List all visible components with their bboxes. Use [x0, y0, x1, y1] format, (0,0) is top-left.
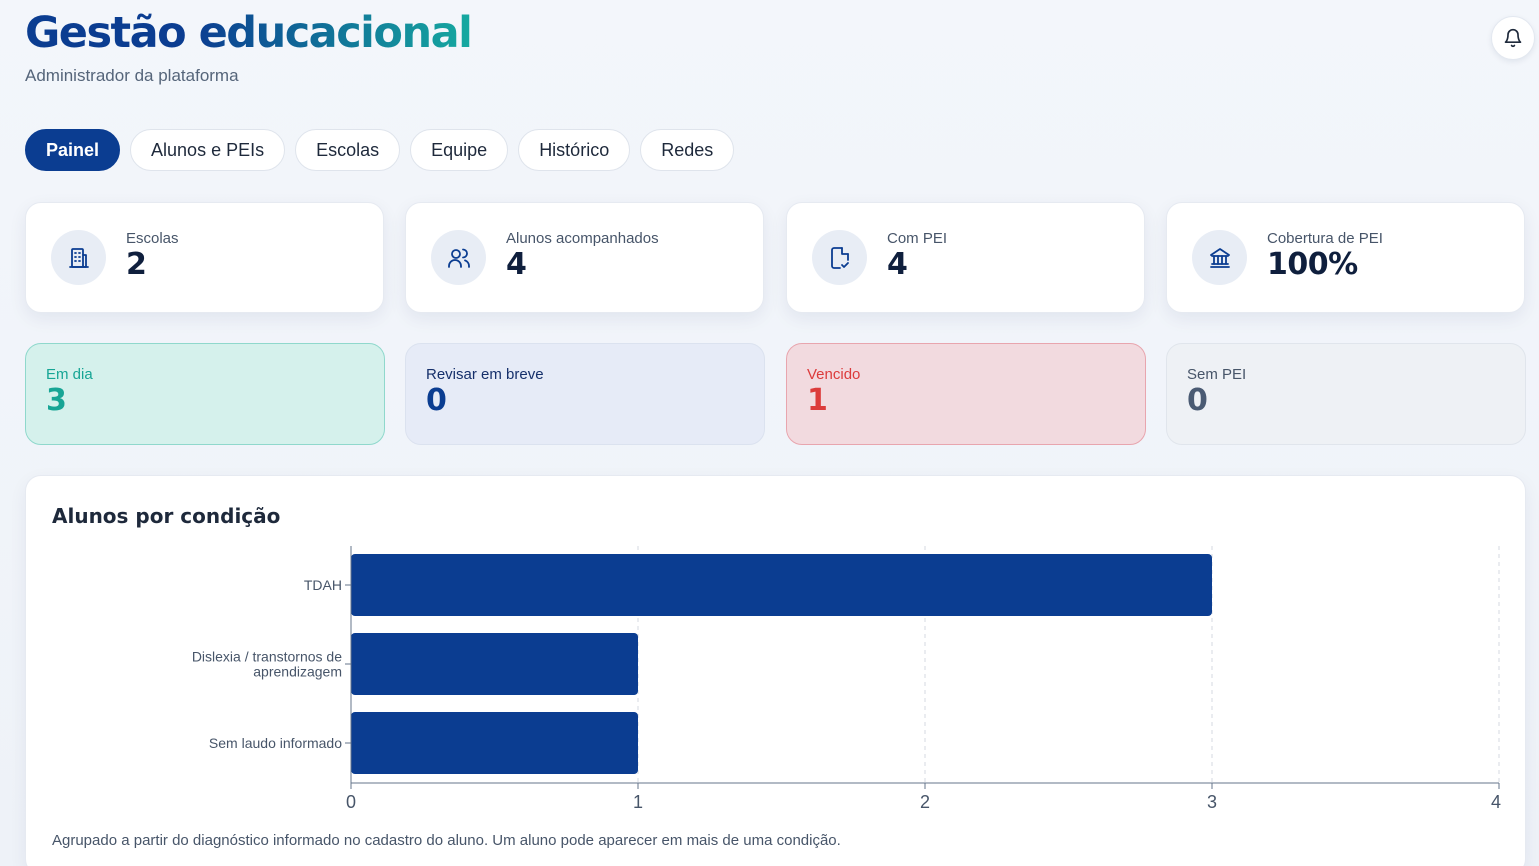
bar: [351, 633, 638, 695]
status-card-em-dia[interactable]: Em dia 3: [25, 343, 385, 445]
stat-value: 4: [887, 247, 908, 282]
tab-bar: Painel Alunos e PEIs Escolas Equipe Hist…: [25, 129, 735, 171]
building-icon: [68, 247, 89, 268]
users-icon: [447, 248, 470, 268]
stat-card-alunos: Alunos acompanhados 4: [405, 202, 764, 313]
bar: [351, 554, 1212, 616]
y-tick-label: Dislexia / transtornos de aprendizagem: [192, 649, 342, 680]
stat-value: 100%: [1267, 247, 1358, 282]
header: Gestão educacional Administrador da plat…: [25, 6, 473, 86]
page-subtitle: Administrador da plataforma: [25, 66, 239, 85]
status-label: Em dia: [46, 366, 93, 383]
stat-label: Com PEI: [887, 230, 948, 247]
tab-historico[interactable]: Histórico: [518, 129, 631, 171]
bar-chart: TDAH Dislexia / transtornos de aprendizage…: [192, 546, 1501, 812]
status-value: 3: [46, 383, 67, 418]
status-card-vencido[interactable]: Vencido 1: [786, 343, 1146, 445]
status-value: 1: [807, 383, 828, 418]
stat-card-cobertura: Cobertura de PEI 100%: [1166, 202, 1525, 313]
status-label: Sem PEI: [1187, 366, 1247, 383]
x-tick-label: 0: [346, 792, 356, 812]
chart-title: Alunos por condição: [52, 504, 281, 528]
stat-label: Alunos acompanhados: [506, 230, 659, 247]
status-card-revisar[interactable]: Revisar em breve 0: [405, 343, 765, 445]
status-value: 0: [1187, 383, 1208, 418]
bell-icon: [1504, 28, 1522, 48]
stat-value: 2: [126, 247, 147, 282]
bar: [351, 712, 638, 774]
chart-footnote: Agrupado a partir do diagnóstico informa…: [52, 832, 841, 849]
tab-escolas[interactable]: Escolas: [295, 129, 401, 171]
page-title: Gestão educacional: [25, 8, 473, 58]
tab-equipe[interactable]: Equipe: [410, 129, 509, 171]
x-tick-label: 2: [920, 792, 930, 812]
status-card-sem-pei[interactable]: Sem PEI 0: [1166, 343, 1526, 445]
stat-value: 4: [506, 247, 527, 282]
document-check-icon: [830, 246, 849, 269]
y-tick-label: TDAH: [304, 577, 342, 593]
x-tick-label: 4: [1491, 792, 1501, 812]
tab-alunos-e-peis[interactable]: Alunos e PEIs: [130, 129, 286, 171]
stat-card-escolas: Escolas 2: [25, 202, 384, 313]
x-tick-label: 3: [1207, 792, 1217, 812]
bank-icon: [1209, 247, 1230, 268]
notifications-button[interactable]: [1491, 16, 1535, 60]
tab-painel[interactable]: Painel: [25, 129, 121, 171]
stat-label: Cobertura de PEI: [1267, 230, 1383, 247]
status-label: Vencido: [807, 366, 861, 383]
status-value: 0: [426, 383, 447, 418]
status-label: Revisar em breve: [426, 366, 544, 383]
tab-redes[interactable]: Redes: [640, 129, 735, 171]
chart-card: Alunos por condição TDAH Dislexia / trans…: [25, 475, 1526, 866]
x-tick-label: 1: [633, 792, 643, 812]
y-tick-label: Sem laudo informado: [209, 735, 342, 751]
stat-card-com-pei: Com PEI 4: [786, 202, 1145, 313]
stat-label: Escolas: [126, 230, 179, 247]
